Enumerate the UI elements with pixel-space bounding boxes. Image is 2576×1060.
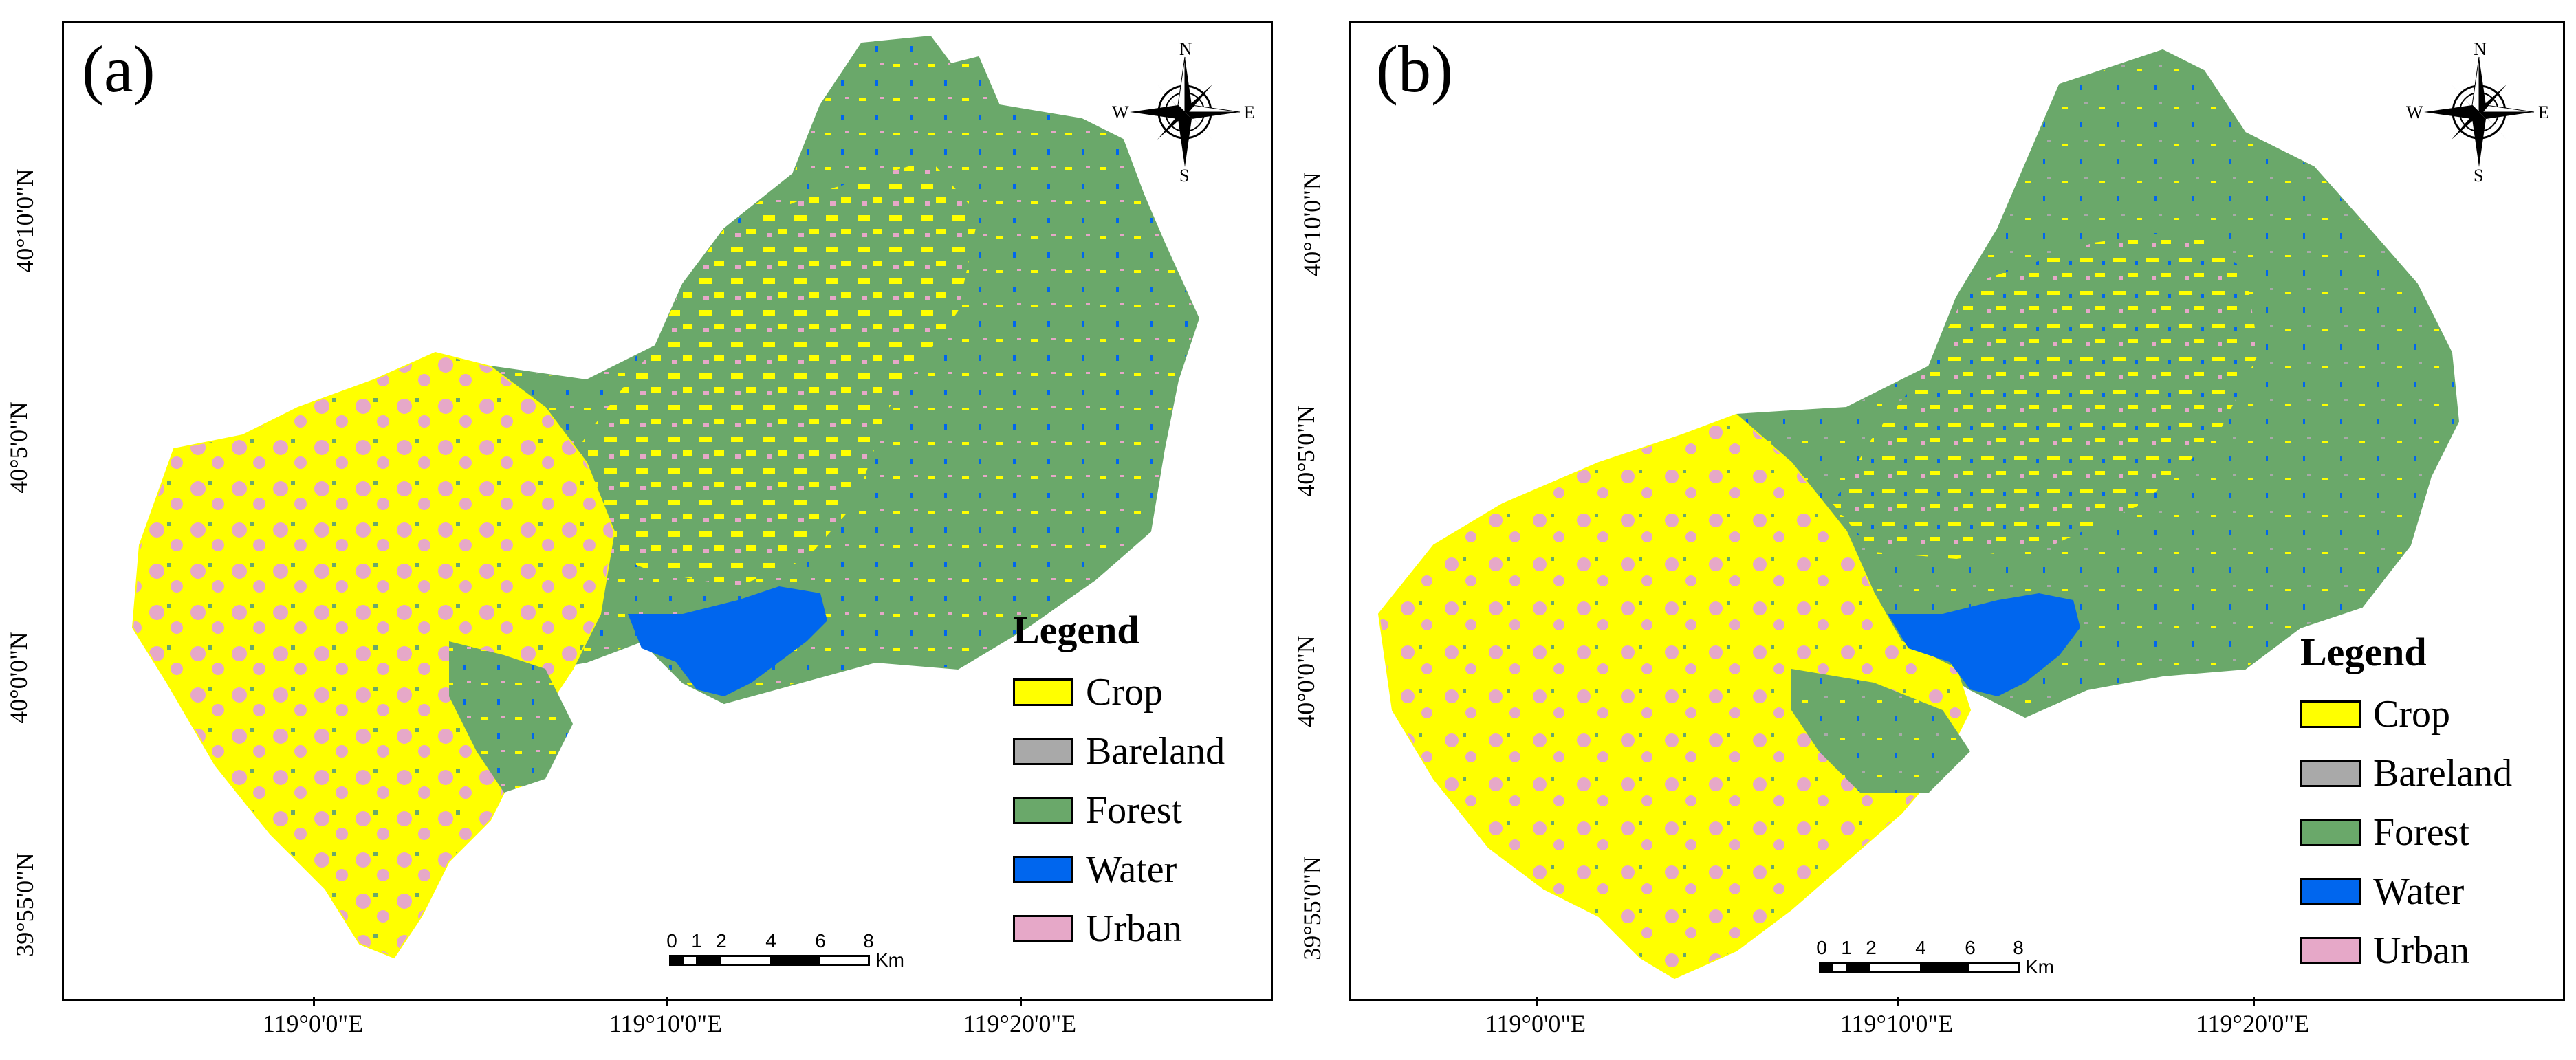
legend-label: Forest (2373, 811, 2469, 854)
scale-tick: 1 (1841, 937, 1852, 958)
crop-mixed-region-b (1833, 229, 2259, 559)
legend-item-water: Water (2300, 862, 2512, 921)
compass-n: N (2474, 39, 2487, 59)
compass-n: N (1179, 39, 1192, 59)
legend-item-bareland: Bareland (2300, 744, 2512, 803)
y-tick-label-b: 40°10'0"N (1298, 172, 1326, 276)
x-tick-label-a: 119°20'0"E (963, 1010, 1077, 1037)
compass-rose-icon (2424, 56, 2535, 167)
compass-s: S (1179, 166, 1190, 186)
legend-swatch (2300, 819, 2361, 846)
legend-label: Water (1086, 848, 1177, 891)
x-tick-b (1536, 997, 1538, 1006)
crop-mixed-region-a (545, 160, 979, 586)
scale-tick: 0 (1816, 937, 1827, 958)
x-tick-a (1020, 997, 1022, 1006)
scale-bar-segments (669, 955, 870, 966)
compass-w: W (1112, 102, 1129, 122)
scale-tick: 4 (1915, 937, 1926, 958)
scale-tick: 8 (2013, 937, 2024, 958)
north-arrow-compass-b: N S E W (2406, 39, 2549, 186)
scale-bar-a: 0 1 2 4 6 8 Km (666, 930, 944, 971)
forest-wedge-b (1791, 669, 1970, 793)
scale-tick: 6 (815, 930, 826, 951)
compass-w: W (2406, 102, 2423, 122)
legend-label: Crop (2373, 693, 2450, 736)
legend-title: Legend (2300, 630, 2427, 674)
legend-swatch (1013, 678, 1073, 706)
legend-label: Bareland (2373, 752, 2513, 795)
x-tick-label-b: 119°0'0"E (1485, 1010, 1586, 1037)
legend-swatch (1013, 738, 1073, 765)
legend-item-urban: Urban (2300, 921, 2512, 980)
land-use-map-b (1377, 49, 2460, 980)
legend-swatch (1013, 915, 1073, 942)
legend-label: Water (2373, 870, 2465, 913)
legend-item-crop: Crop (2300, 685, 2512, 744)
reservoir-a (628, 586, 827, 696)
forest-wedge-a (449, 641, 573, 793)
legend-item-forest: Forest (2300, 803, 2512, 862)
legend-a: Legend Crop Bareland Forest Water Urban (1013, 607, 1225, 958)
y-tick-label-b: 40°5'0"N (1291, 405, 1320, 497)
scale-tick: 2 (716, 930, 727, 951)
legend-swatch (2300, 760, 2361, 787)
north-arrow-compass-a: N S E W (1112, 39, 1255, 186)
scale-tick: 4 (765, 930, 776, 951)
legend-item-water: Water (1013, 840, 1225, 899)
scale-bar-b: 0 1 2 4 6 8 Km (1816, 937, 2094, 978)
legend-item-bareland: Bareland (1013, 722, 1225, 781)
x-tick-label-b: 119°10'0"E (1840, 1010, 1954, 1037)
panel-label-a: (a) (82, 32, 155, 106)
compass-e: E (1244, 102, 1255, 122)
legend-swatch (2300, 878, 2361, 905)
legend-label: Crop (1086, 671, 1163, 714)
scale-unit: Km (875, 949, 904, 971)
legend-swatch (1013, 856, 1073, 883)
y-tick-label-a: 39°55'0"N (10, 852, 39, 957)
x-tick-b (1897, 997, 1899, 1006)
compass-e: E (2538, 102, 2549, 122)
legend-label: Urban (1086, 907, 1182, 950)
crop-urban-region-a (131, 351, 615, 959)
legend-label: Forest (1086, 789, 1182, 832)
y-tick-label-b: 40°0'0"N (1291, 635, 1320, 727)
legend-label: Bareland (1086, 730, 1225, 773)
legend-item-forest: Forest (1013, 781, 1225, 840)
scale-tick: 2 (1866, 937, 1877, 958)
legend-label: Urban (2373, 929, 2469, 972)
y-tick-label-a: 40°0'0"N (4, 632, 32, 724)
y-tick-label-a: 40°5'0"N (4, 401, 32, 494)
scale-tick: 1 (691, 930, 702, 951)
legend-swatch (2300, 937, 2361, 964)
scale-tick: 0 (666, 930, 677, 951)
legend-title: Legend (1013, 608, 1139, 652)
legend-item-urban: Urban (1013, 899, 1225, 958)
x-tick-label-a: 119°10'0"E (609, 1010, 723, 1037)
compass-rose-icon (1130, 56, 1241, 167)
scale-unit: Km (2025, 956, 2054, 978)
scale-tick: 6 (1965, 937, 1976, 958)
scale-bar-segments (1819, 962, 2020, 973)
x-tick-label-b: 119°20'0"E (2196, 1010, 2310, 1037)
legend-b: Legend Crop Bareland Forest Water Urban (2300, 629, 2512, 980)
land-use-map-a (131, 35, 1200, 959)
x-tick-b (2253, 997, 2255, 1006)
x-tick-label-a: 119°0'0"E (262, 1010, 364, 1037)
reservoir-b (1888, 593, 2080, 696)
scale-tick: 8 (863, 930, 874, 951)
compass-s: S (2474, 166, 2484, 186)
map-panel-b: (b) N S E W Legend Crop Bareland Forest … (1349, 21, 2565, 1001)
map-panel-a: (a) N S E W Legend Crop Bareland Forest … (62, 21, 1273, 1001)
panel-label-b: (b) (1376, 32, 1453, 106)
legend-swatch (1013, 797, 1073, 824)
y-tick-label-b: 39°55'0"N (1298, 856, 1326, 960)
legend-swatch (2300, 700, 2361, 728)
y-tick-label-a: 40°10'0"N (10, 168, 39, 273)
x-tick-a (313, 997, 315, 1006)
legend-item-crop: Crop (1013, 663, 1225, 722)
x-tick-a (666, 997, 668, 1006)
